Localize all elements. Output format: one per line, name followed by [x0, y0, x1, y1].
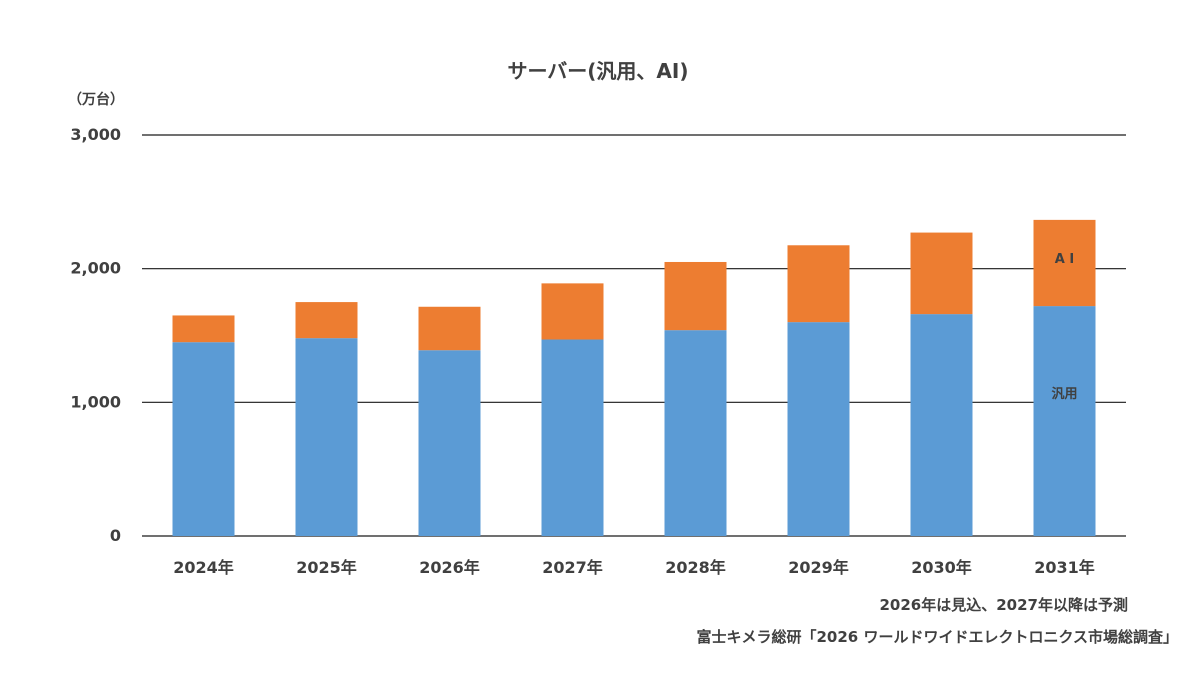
bars	[172, 219, 1096, 536]
bar-segment-general	[541, 339, 604, 536]
y-tick-label: 1,000	[70, 392, 121, 411]
source-citation: 富士キメラ総研「2026 ワールドワイドエレクトロニクス市場総調査」	[696, 628, 1178, 646]
x-category-label: 2031年	[1034, 558, 1095, 577]
series-labels: 汎用 A I	[1051, 252, 1077, 402]
x-category-label: 2025年	[296, 558, 357, 577]
x-category-label: 2030年	[911, 558, 972, 577]
x-category-label: 2026年	[419, 558, 480, 577]
bar-segment-general	[418, 350, 481, 536]
bar-segment-ai	[787, 245, 850, 323]
bar-segment-ai	[1033, 219, 1096, 307]
y-tick-label: 3,000	[70, 125, 121, 144]
series-label-general: 汎用	[1051, 386, 1077, 402]
x-category-label: 2024年	[173, 558, 234, 577]
gridlines	[142, 134, 1126, 537]
bar-segment-ai	[172, 315, 235, 343]
bar-segment-general	[910, 314, 973, 536]
bar-segment-general	[295, 338, 358, 536]
bar-segment-ai	[418, 306, 481, 351]
y-axis-unit-label: （万台）	[68, 91, 124, 108]
bar-segment-ai	[910, 232, 973, 315]
x-category-label: 2028年	[665, 558, 726, 577]
forecast-footnote: 2026年は見込、2027年以降は予測	[880, 596, 1129, 614]
bar-segment-ai	[664, 261, 727, 331]
bar-segment-general	[664, 330, 727, 536]
series-label-ai: A I	[1055, 252, 1074, 267]
x-category-label: 2029年	[788, 558, 849, 577]
bar-segment-general	[1033, 306, 1096, 536]
bar-segment-ai	[541, 283, 604, 340]
bar-segment-general	[172, 342, 235, 536]
bar-segment-ai	[295, 302, 358, 339]
bar-segment-general	[787, 322, 850, 536]
chart-title: サーバー(汎用、AI)	[507, 59, 688, 83]
y-tick-label: 2,000	[70, 259, 121, 278]
y-tick-label: 0	[110, 526, 121, 545]
x-category-label: 2027年	[542, 558, 603, 577]
axes: 0 1,000 2,000 3,000 2024年 2025年 2026年 2027年 2028…	[70, 125, 1094, 577]
